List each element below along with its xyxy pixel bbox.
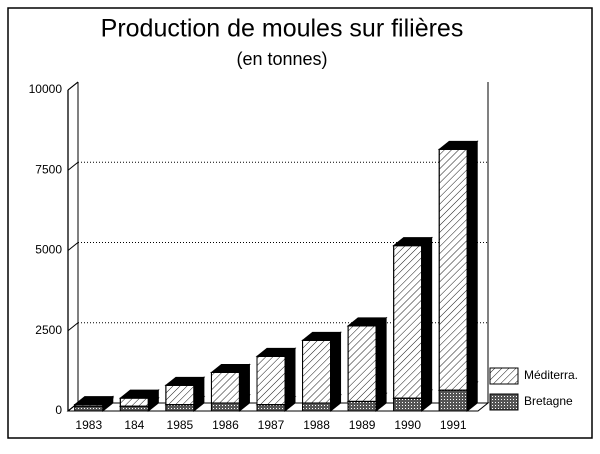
legend-swatch-pattern bbox=[489, 367, 519, 385]
bar-top bbox=[164, 376, 206, 386]
bar-pattern bbox=[347, 400, 377, 412]
x-tick-label: 1991 bbox=[440, 418, 467, 432]
tick-mark bbox=[67, 161, 79, 171]
bar-pattern bbox=[438, 389, 468, 412]
bar-side bbox=[421, 236, 433, 400]
tick-mark bbox=[67, 322, 79, 332]
bar-top bbox=[255, 347, 297, 357]
bar-pattern bbox=[438, 148, 468, 391]
bar-side bbox=[466, 140, 478, 392]
bar-pattern bbox=[256, 404, 286, 412]
x-tick-label: 184 bbox=[124, 418, 144, 432]
legend-label: Méditerra. bbox=[524, 368, 578, 382]
bar-pattern bbox=[302, 339, 332, 404]
bar-side bbox=[375, 316, 387, 403]
bar-top bbox=[118, 389, 160, 399]
tick-mark bbox=[67, 81, 79, 91]
bar-top bbox=[73, 396, 115, 406]
y-tick-label: 7500 bbox=[35, 162, 62, 176]
bar-pattern bbox=[302, 402, 332, 412]
bar-pattern bbox=[393, 245, 423, 399]
bar-pattern bbox=[256, 355, 286, 406]
x-tick-label: 1983 bbox=[75, 418, 102, 432]
bar bbox=[392, 236, 434, 400]
x-tick-label: 1989 bbox=[349, 418, 376, 432]
x-tick-label: 1985 bbox=[167, 418, 194, 432]
bar-top bbox=[210, 363, 251, 373]
bar-side bbox=[330, 331, 342, 405]
bar bbox=[118, 389, 160, 408]
x-tick-label: 1990 bbox=[394, 418, 421, 432]
tick-mark bbox=[67, 242, 79, 251]
bar-pattern bbox=[165, 404, 195, 412]
y-tick-label: 10000 bbox=[29, 82, 63, 96]
bar bbox=[255, 347, 297, 406]
x-tick-label: 1986 bbox=[212, 418, 239, 432]
chart-title: Production de moules sur filières bbox=[101, 15, 464, 43]
y-tick-label: 0 bbox=[55, 403, 62, 417]
legend-swatch-pattern bbox=[489, 393, 519, 411]
bar-pattern bbox=[74, 405, 104, 412]
y-tick-label: 2500 bbox=[35, 323, 62, 337]
bar-top bbox=[437, 140, 479, 150]
bar bbox=[437, 140, 479, 392]
legend-label: Bretagne bbox=[524, 394, 573, 408]
bar bbox=[210, 363, 251, 405]
bar-pattern bbox=[210, 371, 240, 404]
bar-pattern bbox=[119, 397, 149, 407]
bar-pattern bbox=[119, 405, 149, 412]
bar-pattern bbox=[165, 384, 195, 406]
x-tick-label: 1988 bbox=[303, 418, 330, 432]
bar-pattern bbox=[210, 402, 240, 412]
bar-side bbox=[284, 347, 296, 406]
frame bbox=[7, 7, 593, 439]
bar-top bbox=[392, 237, 434, 247]
bar-pattern bbox=[347, 325, 377, 402]
bar-pattern bbox=[393, 397, 423, 412]
y-tick-label: 5000 bbox=[35, 243, 62, 257]
bar bbox=[301, 331, 342, 405]
bar-top bbox=[301, 331, 342, 341]
bar bbox=[73, 395, 115, 408]
bar bbox=[164, 376, 206, 406]
x-tick-label: 1987 bbox=[258, 418, 285, 432]
bar bbox=[346, 316, 388, 403]
bar-top bbox=[346, 317, 388, 327]
chart-subtitle: (en tonnes) bbox=[236, 49, 327, 69]
